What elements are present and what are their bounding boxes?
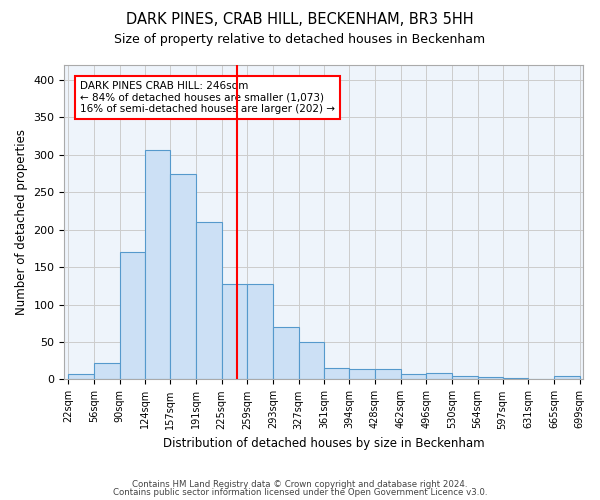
Bar	[503, 378, 528, 380]
Bar	[324, 368, 349, 380]
Bar	[349, 369, 375, 380]
Text: Size of property relative to detached houses in Beckenham: Size of property relative to detached ho…	[115, 32, 485, 46]
Text: DARK PINES, CRAB HILL, BECKENHAM, BR3 5HH: DARK PINES, CRAB HILL, BECKENHAM, BR3 5H…	[126, 12, 474, 28]
Text: Contains HM Land Registry data © Crown copyright and database right 2024.: Contains HM Land Registry data © Crown c…	[132, 480, 468, 489]
Bar	[554, 376, 580, 380]
Text: DARK PINES CRAB HILL: 246sqm
← 84% of detached houses are smaller (1,073)
16% of: DARK PINES CRAB HILL: 246sqm ← 84% of de…	[80, 80, 335, 114]
Bar	[375, 369, 401, 380]
Bar	[196, 222, 221, 380]
Bar	[247, 284, 273, 380]
Bar	[401, 374, 426, 380]
Bar	[478, 377, 503, 380]
Bar	[170, 174, 196, 380]
Bar	[299, 342, 324, 380]
Bar	[426, 374, 452, 380]
Text: Contains public sector information licensed under the Open Government Licence v3: Contains public sector information licen…	[113, 488, 487, 497]
X-axis label: Distribution of detached houses by size in Beckenham: Distribution of detached houses by size …	[163, 437, 485, 450]
Bar	[119, 252, 145, 380]
Bar	[452, 376, 478, 380]
Bar	[145, 150, 170, 380]
Bar	[221, 284, 247, 380]
Bar	[273, 327, 299, 380]
Bar	[94, 363, 119, 380]
Bar	[68, 374, 94, 380]
Y-axis label: Number of detached properties: Number of detached properties	[15, 129, 28, 315]
